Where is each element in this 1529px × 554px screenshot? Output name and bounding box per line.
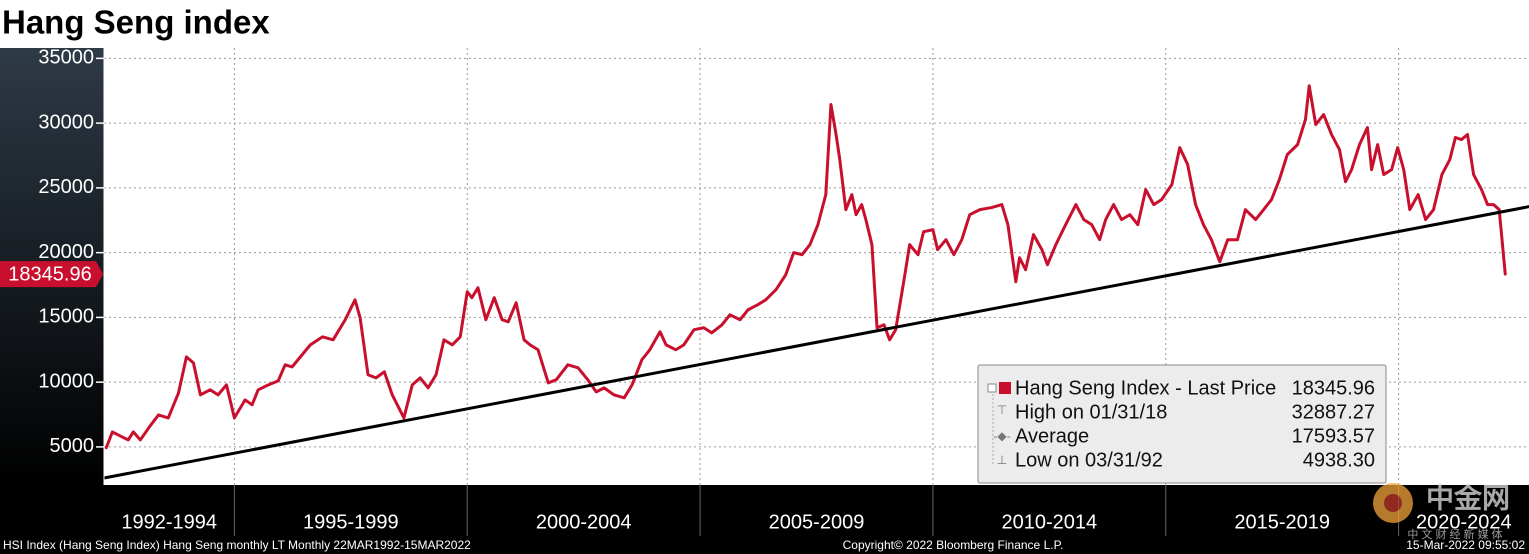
legend-icon: ⊤ xyxy=(997,403,1007,417)
footer-center: Copyright© 2022 Bloomberg Finance L.P. xyxy=(843,538,1064,552)
y-tick-label: 10000 xyxy=(38,370,94,392)
axes: 5000 10000 15000 20000 25000 30000 35000 1992-1… xyxy=(0,47,1512,536)
y-tick-label: 35000 xyxy=(38,47,94,69)
legend-label: Hang Seng Index - Last Price xyxy=(1015,377,1276,399)
legend-collapse xyxy=(987,383,997,393)
watermark-logo: 中金网 xyxy=(1426,481,1510,513)
legend: Hang Seng Index - Last Price 18345.96 ⊤ … xyxy=(977,364,1387,484)
chart-title: Hang Seng index xyxy=(2,4,270,41)
watermark-logo-mark xyxy=(1384,494,1402,512)
trend-line xyxy=(102,205,1529,480)
footer: HSI Index (Hang Seng Index) Hang Seng mo… xyxy=(3,538,1525,552)
legend-swatch xyxy=(999,382,1011,394)
x-period-label: 2010-2014 xyxy=(1002,511,1098,533)
legend-stat-value: 17593.57 xyxy=(1292,425,1375,447)
footer-left: HSI Index (Hang Seng Index) Hang Seng mo… xyxy=(3,538,471,552)
legend-stat-value: 4938.30 xyxy=(1303,449,1375,471)
watermark-tagline: 中 文 财 经 新 媒 体 xyxy=(1407,527,1502,541)
legend-stat-label: Low on 03/31/92 xyxy=(1015,449,1163,471)
footer-right: 15-Mar-2022 09:55:02 xyxy=(1406,538,1525,552)
plot xyxy=(102,84,1529,480)
legend-value: 18345.96 xyxy=(1292,377,1375,399)
y-tick-label: 30000 xyxy=(38,111,94,133)
watermark: 中金网 中 文 财 经 新 媒 体 xyxy=(1373,481,1510,541)
series-line xyxy=(104,84,1507,450)
x-period-label: 1992-1994 xyxy=(121,511,217,533)
y-tick-label: 20000 xyxy=(38,241,94,263)
legend-stat-value: 32887.27 xyxy=(1292,401,1375,423)
x-period-label: 2005-2009 xyxy=(769,511,865,533)
last-price-label: 18345.96 xyxy=(8,263,91,285)
y-tick-label: 25000 xyxy=(38,176,94,198)
x-period-label: 2000-2004 xyxy=(536,511,632,533)
y-tick-label: 15000 xyxy=(38,306,94,328)
legend-stat-label: High on 01/31/18 xyxy=(1015,401,1167,423)
y-tick-label: 5000 xyxy=(50,435,95,457)
x-axis-panel xyxy=(0,485,1529,554)
legend-icon: -◆- xyxy=(993,429,1010,443)
x-period-label: 2020-2024 xyxy=(1416,511,1512,533)
legend-stat-label: Average xyxy=(1015,425,1089,447)
title-area xyxy=(0,0,1529,48)
legend-box xyxy=(977,364,1387,484)
x-period-label: 1995-1999 xyxy=(303,511,399,533)
last-price-tag xyxy=(0,261,103,288)
legend-icon: ⊥ xyxy=(997,453,1007,467)
x-period-label: 2015-2019 xyxy=(1234,511,1330,533)
